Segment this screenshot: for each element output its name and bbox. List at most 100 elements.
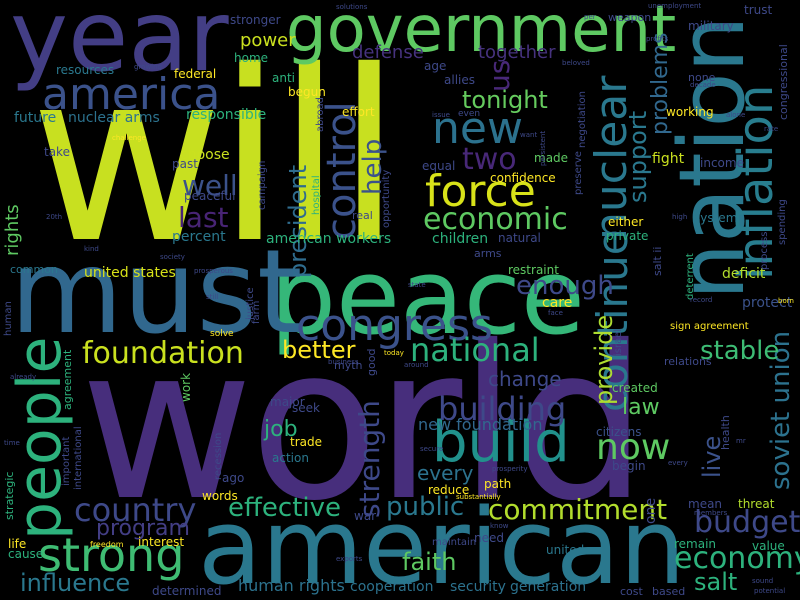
word: recession <box>213 432 224 480</box>
word: israel <box>613 328 624 356</box>
word: myth <box>334 359 363 372</box>
word: based <box>652 585 686 598</box>
word: age <box>424 59 447 73</box>
word: human rights <box>238 576 345 595</box>
word: per <box>584 13 596 21</box>
word: process <box>759 231 770 270</box>
word: persistent <box>539 130 547 166</box>
word: effective <box>228 493 342 523</box>
word: generation <box>510 579 587 595</box>
word: sound <box>752 577 774 585</box>
word: abroad <box>315 97 326 132</box>
word: trade <box>290 435 322 449</box>
word: united <box>546 543 585 557</box>
word: support <box>624 110 652 203</box>
word: work <box>179 372 193 402</box>
word: prosperous <box>194 267 233 275</box>
word: substantially <box>456 493 501 501</box>
word: record <box>690 296 713 304</box>
word: country <box>74 491 197 529</box>
word: every <box>668 459 688 467</box>
word: kind <box>84 245 99 253</box>
word: preserve <box>573 151 584 195</box>
word: freedom <box>90 540 124 549</box>
word: agreement <box>61 349 74 410</box>
word: opportunity <box>381 169 392 228</box>
word: health <box>719 415 732 450</box>
word: beloved <box>562 59 590 67</box>
word: power <box>240 30 296 51</box>
word: better <box>282 336 356 364</box>
word: now <box>596 427 671 468</box>
word: either <box>608 215 644 229</box>
word: system <box>694 211 738 225</box>
word: take <box>44 145 70 159</box>
word: commitment <box>488 493 668 526</box>
word: interest <box>138 535 185 549</box>
word: weapon <box>608 11 652 24</box>
word: campaign <box>257 160 268 210</box>
word: federal <box>174 67 217 81</box>
word: words <box>202 489 238 503</box>
word: peace <box>270 236 585 358</box>
word: time <box>4 439 20 447</box>
word: american <box>198 486 686 600</box>
word: congress <box>296 300 493 351</box>
word: stronger <box>230 13 281 27</box>
word: society <box>160 253 185 261</box>
word: hospital <box>311 175 322 215</box>
word: rights <box>2 204 23 256</box>
word: effort <box>342 105 375 119</box>
word: congressional <box>777 44 790 120</box>
word: begun <box>288 85 326 99</box>
word: solutions <box>336 3 368 11</box>
word: last <box>178 201 229 234</box>
word: year <box>10 0 229 94</box>
word: decade <box>690 81 716 89</box>
word: will <box>30 20 402 295</box>
word: reduce <box>428 483 470 497</box>
word: important <box>61 436 72 486</box>
word: fight <box>652 151 685 167</box>
word: cause <box>8 547 44 561</box>
word: high <box>672 213 688 221</box>
word: world <box>80 300 648 547</box>
word: 20th <box>46 213 63 221</box>
word: income <box>700 156 744 170</box>
word: made <box>534 151 569 165</box>
word: born <box>778 297 794 305</box>
word: want <box>520 131 538 139</box>
word: cooperation <box>350 579 434 595</box>
word: every <box>417 461 474 485</box>
word: members <box>694 509 728 517</box>
word: strong <box>38 528 185 582</box>
word: enough <box>516 271 614 301</box>
word: value <box>752 539 785 553</box>
word: path <box>484 477 512 491</box>
word: well <box>182 169 238 202</box>
word: profits <box>646 35 669 43</box>
word: real <box>352 209 373 222</box>
word: home <box>234 51 269 65</box>
word: salt <box>694 568 738 596</box>
word: peaceful <box>184 189 236 203</box>
word: action <box>272 451 309 465</box>
word: business <box>328 358 359 366</box>
word: life <box>8 537 27 551</box>
word: new foundation <box>418 415 543 434</box>
word: threat <box>738 497 775 511</box>
word: state <box>408 281 426 289</box>
word: sign agreement <box>670 321 749 332</box>
word: law <box>622 395 660 420</box>
word: human <box>3 301 14 336</box>
word: face <box>548 309 563 317</box>
word: percent <box>172 229 226 245</box>
word: prosperity <box>492 465 528 473</box>
word: mean <box>688 497 723 511</box>
word: build <box>432 410 570 475</box>
word: created <box>612 381 658 395</box>
word: ago <box>222 471 245 485</box>
word: rate <box>764 125 779 133</box>
word: alone <box>726 111 746 119</box>
word: citizens <box>596 425 642 439</box>
